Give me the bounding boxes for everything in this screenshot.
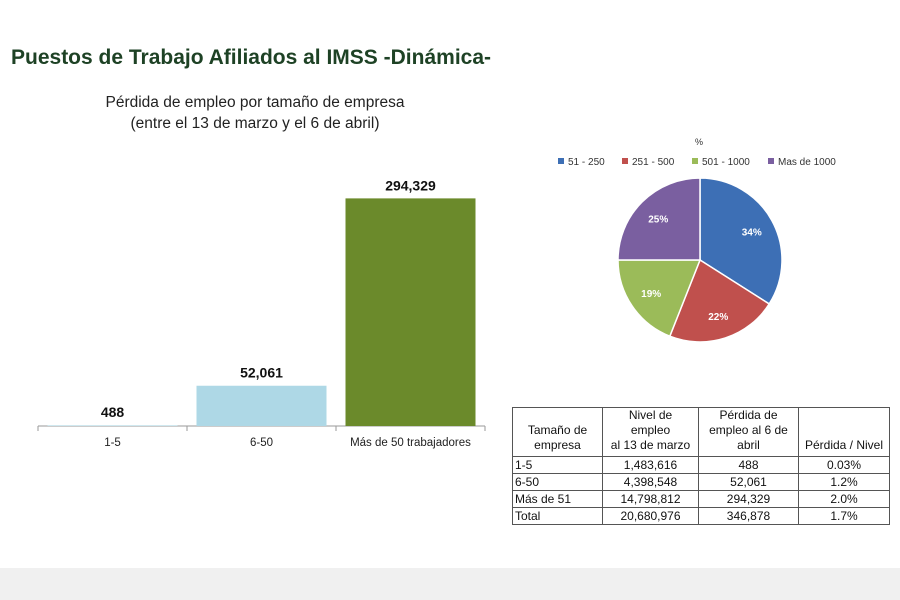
table-cell: 14,798,812 [602, 490, 699, 508]
x-tick-label: 6-50 [250, 437, 273, 449]
table-cell: Total [512, 507, 603, 525]
table-cell: 4,398,548 [602, 473, 699, 491]
header-text: Pérdida / Nivel [804, 438, 884, 452]
bar-value-label: 294,329 [385, 177, 436, 193]
table-header-size: Tamaño de empresa [512, 407, 603, 457]
legend-swatch [768, 158, 774, 164]
legend-swatch [622, 158, 628, 164]
legend-swatch [692, 158, 698, 164]
pie-chart-title: % [695, 137, 703, 147]
table-cell: 52,061 [698, 473, 799, 491]
summary-table: Tamaño de empresa Nivel de empleo al 13 … [512, 407, 890, 525]
pie-chart: % 51 - 250 251 - 500 501 - 1000 Mas de 1000 3… [558, 137, 836, 343]
table-row: 6-50 4,398,548 52,061 1.2% [512, 473, 890, 491]
table-cell: 1.7% [798, 507, 890, 525]
legend-label: Mas de 1000 [778, 157, 836, 168]
table-cell: 0.03% [798, 456, 890, 474]
header-text: Nivel de [628, 408, 673, 422]
legend-label: 501 - 1000 [702, 157, 750, 168]
x-tick-label: Más de 50 trabajadores [350, 437, 471, 449]
table-cell: Más de 51 [512, 490, 603, 508]
table-cell: 346,878 [698, 507, 799, 525]
pie-slice-mas-de-1000 [617, 177, 701, 261]
header-text: Pérdida de [719, 408, 778, 422]
legend-swatch [558, 158, 564, 164]
pie-slice-501-1000 [617, 259, 702, 338]
table-row: Más de 51 14,798,812 294,329 2.0% [512, 490, 890, 508]
legend-label: 251 - 500 [632, 157, 675, 168]
table-cell: 20,680,976 [602, 507, 699, 525]
table-row: 1-5 1,483,616 488 0.03% [512, 456, 890, 474]
table-cell: 488 [698, 456, 799, 474]
bar-chart-title-line-2: (entre el 13 de marzo y el 6 de abril) [130, 115, 380, 132]
bar-1-5 [47, 425, 178, 426]
bar-chart: 488 1-5 52,061 6-50 294,329 Más de 50 trabaja… [37, 177, 486, 449]
pie-slice-251-500 [668, 258, 771, 343]
bar-value-label: 52,061 [240, 365, 283, 381]
pie-value-label: 19% [641, 289, 661, 300]
bar-6-50 [196, 385, 327, 426]
header-text: empleo al 6 de [709, 423, 788, 437]
pie-value-label: 25% [648, 214, 668, 225]
pie-value-label: 22% [708, 312, 728, 323]
header-text: Tamaño de [527, 423, 588, 437]
bottom-band [0, 568, 900, 600]
table-cell: 1,483,616 [602, 456, 699, 474]
table-header-level: Nivel de empleo al 13 de marzo [602, 407, 699, 457]
table-header-ratio: Pérdida / Nivel [798, 407, 890, 457]
table-header-row: Tamaño de empresa Nivel de empleo al 13 … [512, 407, 890, 457]
table-cell: 1-5 [512, 456, 603, 474]
page-title: Puestos de Trabajo Afiliados al IMSS -Di… [11, 46, 492, 69]
header-text: abril [737, 438, 760, 452]
table-cell: 1.2% [798, 473, 890, 491]
legend-label: 51 - 250 [568, 157, 605, 168]
table-row: Total 20,680,976 346,878 1.7% [512, 507, 890, 525]
table-cell: 6-50 [512, 473, 603, 491]
table-cell: 294,329 [698, 490, 799, 508]
table-cell: 2.0% [798, 490, 890, 508]
table-header-loss: Pérdida de empleo al 6 de abril [698, 407, 799, 457]
bar-value-label: 488 [101, 404, 125, 420]
header-text: al 13 de marzo [610, 438, 691, 452]
header-text: empresa [534, 438, 581, 452]
x-tick-label: 1-5 [104, 437, 121, 449]
bar-chart-title: Pérdida de empleo por tamaño de empresa … [30, 92, 480, 134]
pie-value-label: 34% [742, 228, 762, 239]
bar-m-s-de-50-trabajadores [345, 198, 476, 426]
bar-chart-title-line-1: Pérdida de empleo por tamaño de empresa [105, 94, 405, 111]
header-text: empleo [630, 423, 671, 437]
